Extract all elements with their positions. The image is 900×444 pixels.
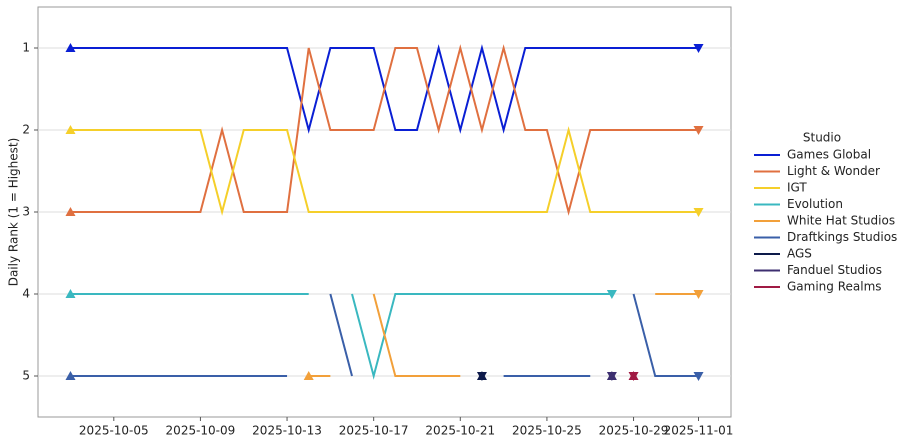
x-tick-label: 2025-10-17: [339, 424, 409, 438]
end-marker: [693, 208, 704, 217]
x-tick-label: 2025-11-01: [664, 424, 734, 438]
legend-label: Light & Wonder: [787, 164, 880, 178]
x-tick-label: 2025-10-29: [599, 424, 669, 438]
y-tick-label: 5: [22, 369, 30, 383]
legend-label: Draftkings Studios: [787, 230, 897, 244]
series-line: [308, 293, 699, 377]
y-tick-label: 3: [22, 205, 30, 219]
end-marker: [693, 372, 704, 381]
x-tick-label: 2025-10-09: [166, 424, 236, 438]
legend-title: Studio: [803, 131, 841, 145]
end-marker: [693, 290, 704, 299]
legend-label: Games Global: [787, 148, 871, 162]
y-tick-label: 1: [22, 41, 30, 55]
series-line: [70, 126, 699, 216]
end-marker: [606, 372, 617, 381]
series-line: [70, 44, 699, 216]
series-line: [70, 293, 612, 380]
y-axis-label: Daily Rank (1 = Highest): [7, 138, 21, 287]
x-tick-label: 2025-10-25: [512, 424, 582, 438]
start-marker: [65, 207, 76, 216]
end-marker: [628, 372, 639, 381]
legend-label: Fanduel Studios: [787, 263, 882, 277]
y-tick-label: 4: [22, 287, 30, 301]
x-tick-label: 2025-10-21: [425, 424, 495, 438]
start-marker: [65, 289, 76, 298]
legend-label: IGT: [787, 181, 807, 195]
x-tick-label: 2025-10-13: [252, 424, 322, 438]
y-tick-label: 2: [22, 123, 30, 137]
end-marker: [693, 44, 704, 53]
legend-label: AGS: [787, 247, 812, 261]
x-tick-label: 2025-10-05: [79, 424, 149, 438]
start-marker: [65, 371, 76, 380]
end-marker: [693, 126, 704, 135]
legend-label: Gaming Realms: [787, 280, 882, 294]
end-marker: [476, 372, 487, 381]
start-marker: [65, 125, 76, 134]
start-marker: [303, 371, 314, 380]
legend-label: White Hat Studios: [787, 214, 895, 228]
series-line: [70, 293, 699, 377]
legend-label: Evolution: [787, 197, 843, 211]
start-marker: [65, 43, 76, 52]
end-marker: [606, 290, 617, 299]
